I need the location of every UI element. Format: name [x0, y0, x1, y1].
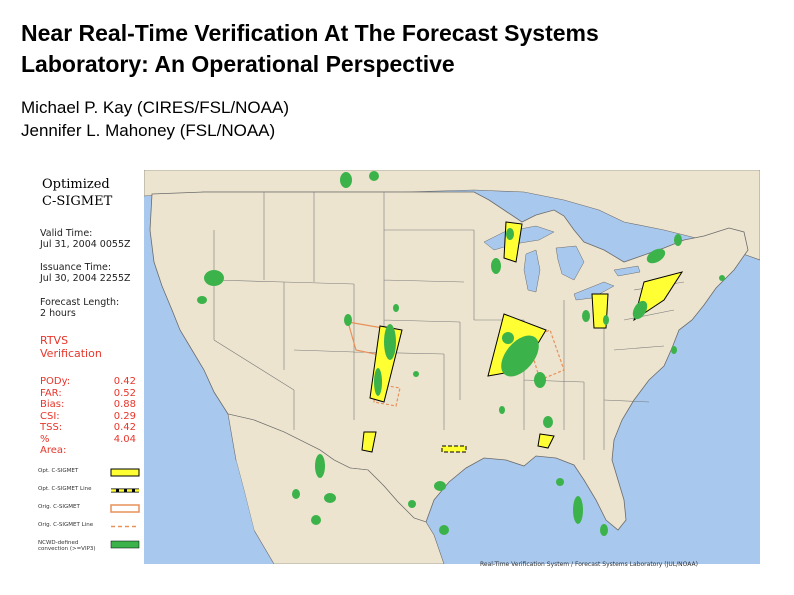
legend-swatch-yellow-fill [110, 468, 140, 477]
legend-item-orig-csigmet-line: Orig. C-SIGMET Line [36, 520, 144, 534]
verification-stats: PODy: 0.42 FAR: 0.52 Bias: 0.88 CSI: 0.29 TS… [40, 376, 136, 457]
stat-value: 0.52 [113, 387, 136, 399]
stat-row: CSI: 0.29 [40, 411, 136, 423]
lake-michigan [523, 249, 541, 293]
legend-label: Opt. C-SIGMET [38, 468, 79, 474]
legend-swatch-orange-dashed [111, 525, 139, 528]
stat-row: % Area: 4.04 [40, 434, 136, 457]
gulf-of-california [228, 460, 262, 564]
stat-key: CSI: [40, 410, 60, 422]
stat-value: 0.29 [113, 410, 136, 422]
valid-time-value: Jul 31, 2004 0055Z [40, 239, 131, 250]
stat-value: 4.04 [113, 433, 136, 445]
stat-key: TSS: [40, 422, 63, 433]
stat-row: PODy: 0.42 [40, 376, 136, 388]
forecast-length-label: Forecast Length: [40, 297, 120, 308]
author-2: Jennifer L. Mahoney (FSL/NOAA) [21, 121, 276, 140]
map-credit: Real-Time Verification System / Forecast… [480, 561, 698, 568]
author-1: Michael P. Kay (CIRES/FSL/NOAA) [21, 98, 289, 117]
stat-key: FAR: [40, 387, 62, 399]
stat-key: % Area: [40, 433, 67, 457]
lake-ontario [613, 265, 641, 277]
valid-time-label: Valid Time: [40, 228, 93, 239]
legend-item-orig-csigmet: Orig. C-SIGMET [36, 502, 144, 516]
legend-label: NCWD-defined convection (>=VIP3) [38, 540, 96, 552]
legend-swatch-green-fill [110, 540, 140, 549]
verification-heading-line-1: RTVS [40, 334, 69, 347]
verification-heading-line-2: Verification [40, 347, 102, 360]
us-convection-map [144, 170, 760, 564]
product-name: Optimized C-SIGMET [42, 176, 112, 210]
stat-row: FAR: 0.52 [40, 388, 136, 400]
legend-label: Opt. C-SIGMET Line [38, 486, 92, 492]
issuance-time-label: Issuance Time: [40, 262, 112, 273]
legend-swatch-orange-outline [110, 504, 140, 513]
legend-label: Orig. C-SIGMET Line [38, 522, 94, 528]
forecast-length-value: 2 hours [40, 308, 76, 319]
legend-item-ncwd-convection: NCWD-defined convection (>=VIP3) [36, 538, 144, 552]
lake-huron [555, 245, 585, 281]
map-canvas [144, 170, 760, 564]
issuance-time-value: Jul 30, 2004 2255Z [40, 273, 131, 284]
product-name-line-2: C-SIGMET [42, 194, 113, 209]
stat-row: Bias: 0.88 [40, 399, 136, 411]
title-line-1: Near Real-Time Verification At The Forec… [21, 20, 599, 46]
legend-item-opt-csigmet-line: Opt. C-SIGMET Line [36, 484, 144, 498]
legend-label: Orig. C-SIGMET [38, 504, 80, 510]
stat-value: 0.42 [113, 376, 136, 387]
slide-title: Near Real-Time Verification At The Forec… [21, 18, 781, 80]
stat-key: PODy: [40, 376, 71, 387]
product-name-line-1: Optimized [42, 177, 110, 192]
stat-value: 0.88 [113, 399, 136, 410]
map-info-panel: Optimized C-SIGMET Valid Time: Jul 31, 2… [36, 166, 144, 566]
stat-key: Bias: [40, 399, 65, 410]
stat-value: 0.42 [113, 422, 136, 433]
convection-cells [197, 171, 725, 536]
author-list: Michael P. Kay (CIRES/FSL/NOAA) Jennifer… [21, 96, 289, 142]
stat-row: TSS: 0.42 [40, 422, 136, 434]
legend-item-opt-csigmet: Opt. C-SIGMET [36, 466, 144, 480]
lake-erie [573, 281, 615, 301]
legend-swatch-yellow-dashed [111, 488, 139, 493]
title-line-2: Laboratory: An Operational Perspective [21, 51, 455, 77]
